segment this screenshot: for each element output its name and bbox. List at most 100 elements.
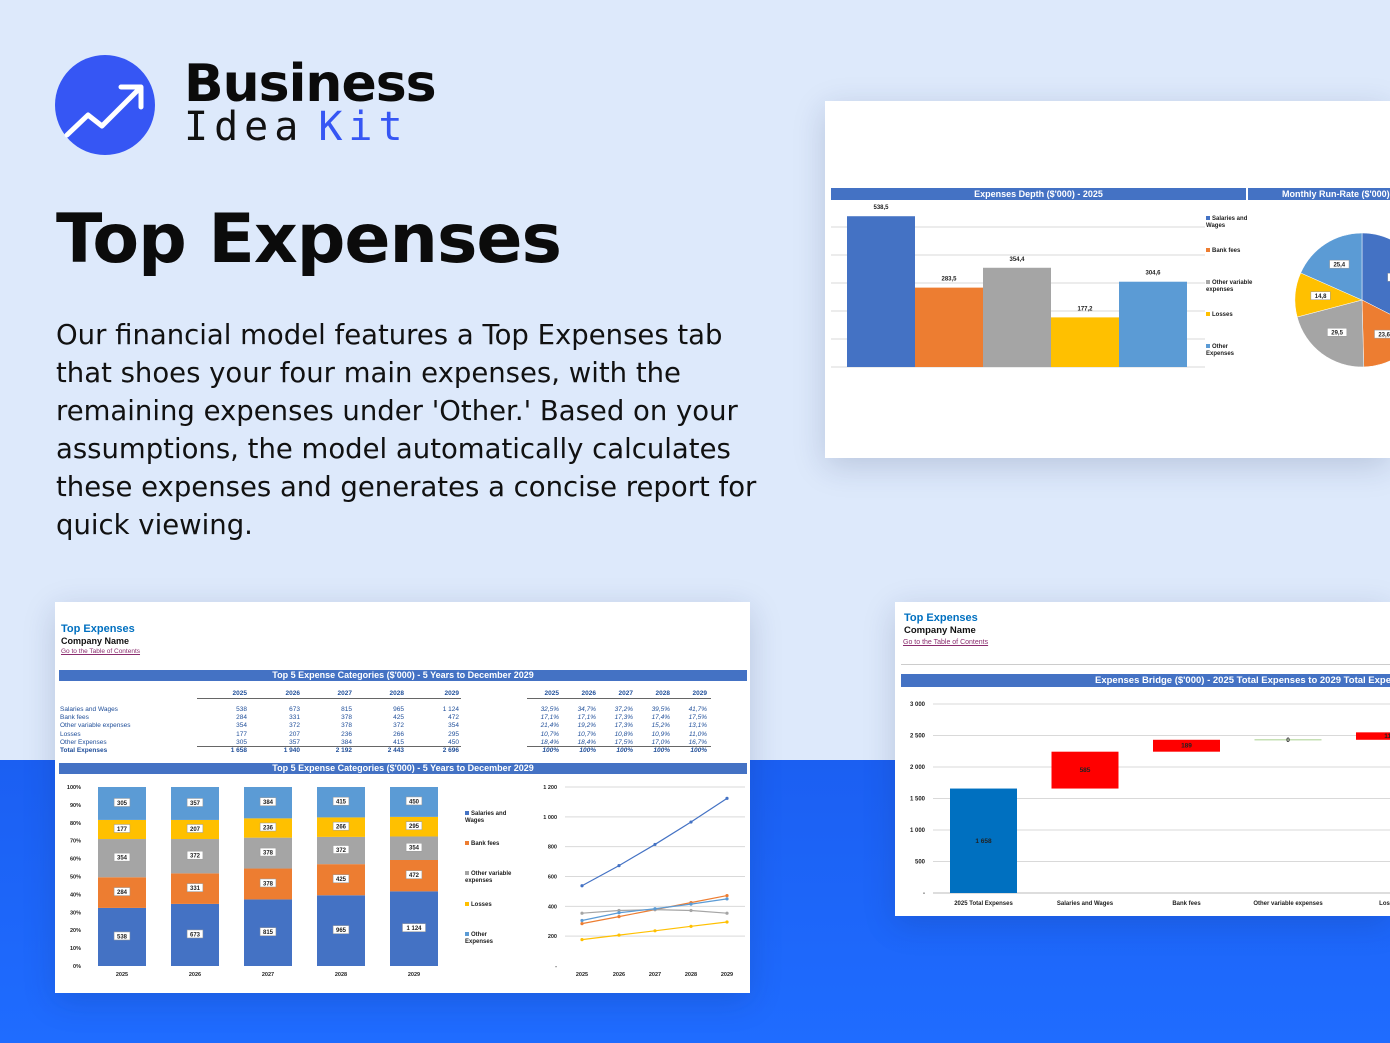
segment-label-box — [113, 798, 131, 807]
table-percent: 100% — [653, 747, 670, 754]
y-tick-label: 2 000 — [910, 765, 926, 771]
table-percent: 41,7% — [688, 706, 707, 713]
table-percent: 10,7% — [577, 730, 596, 738]
table-percent: 11,0% — [689, 730, 707, 738]
table-value: 2 192 — [335, 747, 352, 754]
y-tick-label: 600 — [548, 875, 557, 881]
segment-label-box — [113, 887, 131, 896]
x-tick-label: 2027 — [649, 972, 661, 978]
x-tick-label: 2025 Total Expenses — [954, 901, 1013, 907]
table-percent: 17,5% — [688, 714, 707, 722]
segment-label: 673 — [190, 932, 201, 938]
legend-swatch — [465, 932, 469, 937]
segment-label-box — [186, 850, 204, 860]
row-label: Salaries and Wages — [60, 706, 118, 713]
table-of-contents-link[interactable]: Go to the Table of Contents — [61, 648, 141, 655]
bar-value-label: 283,5 — [941, 277, 957, 283]
y-tick-label: - — [923, 891, 925, 897]
legend-item: Bank fees — [465, 841, 513, 848]
segment-label-box — [113, 824, 131, 833]
line-point — [725, 796, 729, 800]
table-of-contents-link[interactable]: Go to the Table of Contents — [903, 639, 989, 646]
legend-item: Losses — [465, 902, 513, 909]
bridge-header-bar: Expenses Bridge ($'000) - 2025 Total Exp… — [901, 674, 1390, 687]
pie-label: 29,5 — [1331, 331, 1343, 337]
segment-label: 354 — [117, 856, 128, 862]
segment-label: 384 — [263, 800, 274, 806]
y-tick-label: 80% — [70, 821, 81, 827]
pie-label-box — [1374, 329, 1390, 339]
table-value: 673 — [289, 706, 300, 713]
table-value: 815 — [341, 706, 352, 713]
pct-year-header: 2029 — [692, 690, 707, 697]
charts-header-bar: Top 5 Expense Categories ($'000) - 5 Yea… — [59, 763, 747, 774]
expenses-depth-header: Expenses Depth ($'000) - 2025 — [831, 188, 1246, 200]
table-percent: 100% — [616, 747, 633, 754]
segment-label-box — [332, 925, 350, 934]
table-percent: 15,2% — [651, 722, 670, 730]
description: Our financial model features a Top Expen… — [56, 319, 757, 541]
table-percent: 10,8% — [614, 730, 633, 738]
table-percent: 37,2% — [614, 706, 633, 713]
line-point — [617, 908, 621, 913]
segment-label: 372 — [336, 848, 347, 854]
bar-value-label: 585 — [1080, 767, 1091, 774]
legend-label: Bank fees — [1212, 248, 1241, 254]
line-point — [617, 911, 621, 915]
logo-trend-icon — [55, 55, 155, 155]
legend-swatch — [1206, 216, 1210, 221]
bar — [1051, 317, 1119, 367]
line-point — [689, 924, 693, 928]
bar-value-label: 354,4 — [1009, 257, 1025, 263]
year-header: 2029 — [444, 690, 459, 697]
segment-label-box — [332, 821, 350, 831]
segment-label: 965 — [336, 928, 347, 934]
legend-item: Other Expenses — [465, 932, 513, 946]
y-tick-label: 1 200 — [543, 785, 557, 791]
table-value: 207 — [289, 730, 300, 738]
y-tick-label: 60% — [70, 857, 81, 863]
table-value: 378 — [341, 722, 352, 730]
table-percent: 17,5% — [614, 738, 633, 746]
page-title: Top Expenses — [56, 200, 562, 279]
pie-slice — [1361, 232, 1390, 315]
segment-label-box — [332, 845, 350, 854]
table-value: 425 — [393, 714, 404, 722]
company-name: Company Name — [904, 625, 976, 636]
table-percent: 17,0% — [651, 738, 670, 746]
segment-label-box — [186, 929, 204, 939]
pct-year-header: 2028 — [655, 690, 670, 697]
legend-label: Other variable expenses — [1206, 280, 1253, 293]
line-point — [617, 915, 621, 919]
line-point — [725, 893, 729, 898]
segment-label: 295 — [409, 824, 420, 830]
table-percent: 39,5% — [651, 706, 670, 713]
table-percent: 10,9% — [651, 730, 670, 738]
legend-swatch — [465, 841, 469, 846]
legend-item: Other Expenses — [1206, 344, 1254, 358]
company-name: Company Name — [61, 636, 130, 646]
table-percent: 10,7% — [540, 730, 559, 738]
segment-label-box — [186, 824, 204, 833]
waterfall-total-bar — [950, 788, 1017, 893]
legend-item: Other variable expenses — [1206, 280, 1254, 294]
legend-label: Salaries and Wages — [465, 811, 507, 824]
table-percent: 17,4% — [651, 714, 670, 722]
legend-label: Other Expenses — [1206, 344, 1235, 357]
table-value: 965 — [393, 706, 404, 713]
y-tick-label: 30% — [70, 910, 81, 916]
x-tick-label: 2025 — [576, 972, 588, 978]
pie-label-box — [1327, 327, 1348, 337]
y-tick-label: 400 — [548, 904, 557, 910]
y-tick-label: 3 000 — [910, 702, 926, 708]
year-header: 2028 — [389, 690, 404, 697]
row-label: Other variable expenses — [60, 722, 131, 730]
segment-label: 378 — [263, 851, 274, 857]
y-tick-label: - — [555, 964, 557, 970]
brand-kit: Kit — [318, 104, 409, 150]
table-percent: 17,3% — [614, 722, 633, 730]
segment-label: 305 — [117, 801, 128, 807]
segment-label-box — [259, 927, 277, 936]
expenses-bridge-sheet: Top Expenses Company Name Go to the Tabl… — [895, 602, 1390, 916]
pie-label-box — [1387, 273, 1390, 282]
